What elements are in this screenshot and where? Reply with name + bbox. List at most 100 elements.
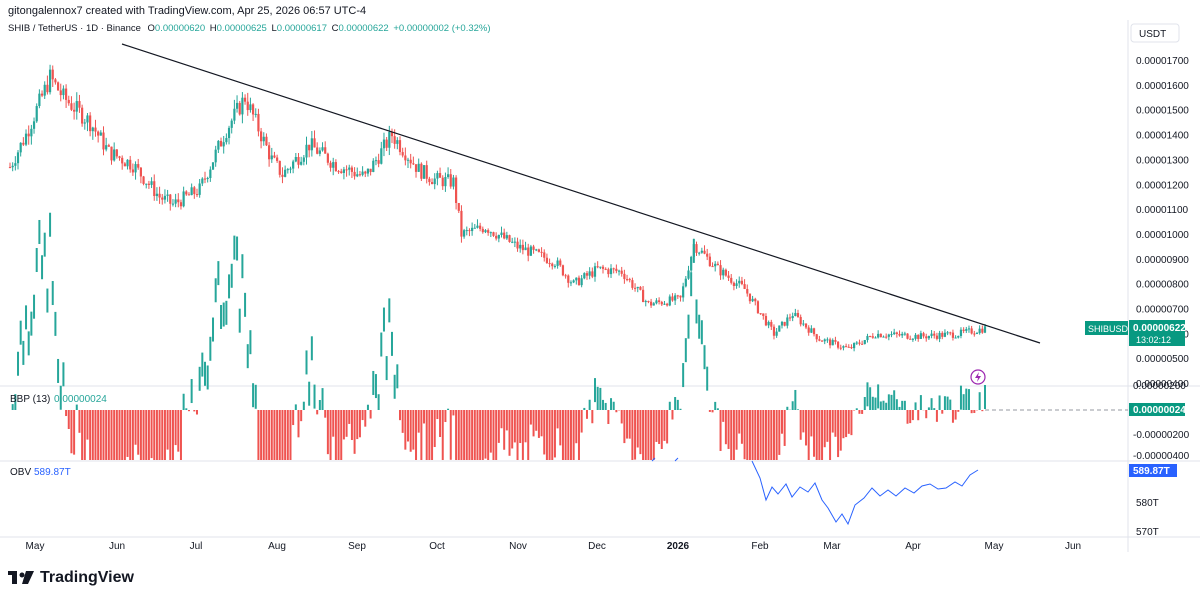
bbp-bar: [276, 410, 279, 460]
bbp-bar: [930, 398, 933, 410]
candle-body: [564, 275, 567, 277]
bbp-bar: [898, 406, 901, 410]
bbp-bar: [644, 410, 647, 460]
bbp-bar: [615, 410, 618, 413]
candle-body: [481, 228, 484, 233]
bbp-bar: [195, 410, 198, 415]
bbp-bar: [358, 410, 361, 438]
candle-body: [452, 177, 455, 187]
high-label: H: [209, 23, 217, 34]
lightning-icon[interactable]: [970, 369, 986, 385]
candle-body: [807, 327, 810, 333]
candle-body: [877, 333, 880, 338]
candle-body: [828, 339, 832, 346]
candle-body: [585, 273, 589, 276]
candle-body: [575, 277, 578, 281]
candle-body: [652, 303, 655, 306]
bbp-bar: [799, 410, 802, 440]
candle-body: [356, 174, 359, 177]
candle-body: [567, 275, 570, 283]
candle-body: [56, 82, 60, 91]
tradingview-logo[interactable]: TradingView: [8, 569, 134, 587]
bbp-bar: [222, 302, 225, 327]
candle-body: [617, 270, 621, 272]
bbp-bar: [257, 410, 260, 460]
bbp-bar: [602, 399, 605, 410]
bbp-bar: [209, 336, 212, 361]
bbp-bar: [719, 410, 722, 451]
close-value: 0.00000622: [338, 23, 389, 34]
bbp-bar: [762, 410, 765, 460]
candle-body: [786, 317, 789, 326]
ohlc-legend: SHIB / TetherUS · 1D · Binance O0.000006…: [8, 23, 491, 34]
candle-body: [382, 139, 386, 149]
candle-body: [593, 266, 597, 277]
candle-body: [756, 301, 760, 314]
time-axis[interactable]: May Jun Jul Aug Sep Oct Nov Dec 2026 Feb Mar Apr May…: [26, 541, 1082, 552]
trendline[interactable]: [121, 43, 1041, 344]
bbp-bar: [652, 410, 655, 460]
bbp-bar: [310, 336, 313, 361]
bbp-bar: [463, 410, 466, 460]
bbp-bar: [326, 410, 329, 455]
candle-body: [561, 265, 565, 276]
candle-body: [259, 131, 263, 142]
candle-body: [393, 136, 396, 144]
bbp-bar: [797, 409, 800, 410]
currency-button[interactable]: [1130, 23, 1180, 43]
candle-body: [254, 113, 257, 115]
bbp-bar: [220, 304, 223, 329]
time-tick-label: May: [26, 541, 45, 552]
bbp-bar: [882, 400, 885, 410]
time-tick-label: Jul: [190, 541, 203, 552]
time-tick-label: Aug: [268, 541, 286, 552]
bbp-bar: [802, 410, 805, 433]
candle-body: [802, 323, 805, 325]
bbp-bar: [431, 410, 434, 460]
bbp-bar: [690, 272, 693, 297]
bbp-bar: [377, 394, 380, 410]
bbp-bar: [385, 356, 388, 381]
bbp-bar: [262, 410, 265, 460]
bbp-bar: [177, 410, 180, 452]
candle-body: [820, 340, 824, 342]
candle-body: [121, 157, 124, 164]
bbp-bar: [388, 298, 391, 323]
bbp-tick-top: 0.00000200: [1133, 381, 1186, 392]
bbp-bar: [433, 410, 436, 448]
bbp-bar: [794, 389, 797, 410]
price-tick-label: 0.00000800: [1136, 280, 1189, 291]
bbp-bar: [885, 402, 888, 410]
bbp-bar: [252, 383, 255, 408]
bbp-bar: [265, 410, 268, 460]
price-tick-label: 0.00001500: [1136, 106, 1189, 117]
candle-body: [935, 335, 939, 339]
candle-body: [847, 346, 850, 348]
candle-body: [182, 191, 185, 207]
candle-body: [973, 333, 976, 335]
candle-body: [284, 169, 287, 177]
attribution-text: gitongalennox7 created with TradingView.…: [8, 5, 367, 17]
candle-body: [746, 288, 749, 294]
candle-body: [927, 335, 931, 339]
candle-body: [887, 334, 890, 337]
bbp-bar: [711, 410, 714, 413]
bbp-bar: [436, 410, 439, 420]
candle-body: [545, 257, 549, 264]
candle-body: [869, 336, 872, 338]
bbp-bar: [810, 410, 813, 437]
candle-body: [358, 174, 362, 176]
bbp-bar: [115, 410, 118, 460]
candle-body: [917, 334, 920, 339]
candle-body: [422, 165, 426, 179]
bbp-bar: [895, 399, 898, 410]
candle-body: [134, 164, 137, 173]
bbp-bar: [286, 410, 289, 460]
candle-body: [775, 331, 778, 336]
bbp-bar: [142, 410, 145, 460]
candle-body: [569, 282, 573, 284]
candle-body: [465, 230, 468, 232]
bbp-bar: [27, 331, 30, 356]
candle-body: [495, 235, 498, 239]
